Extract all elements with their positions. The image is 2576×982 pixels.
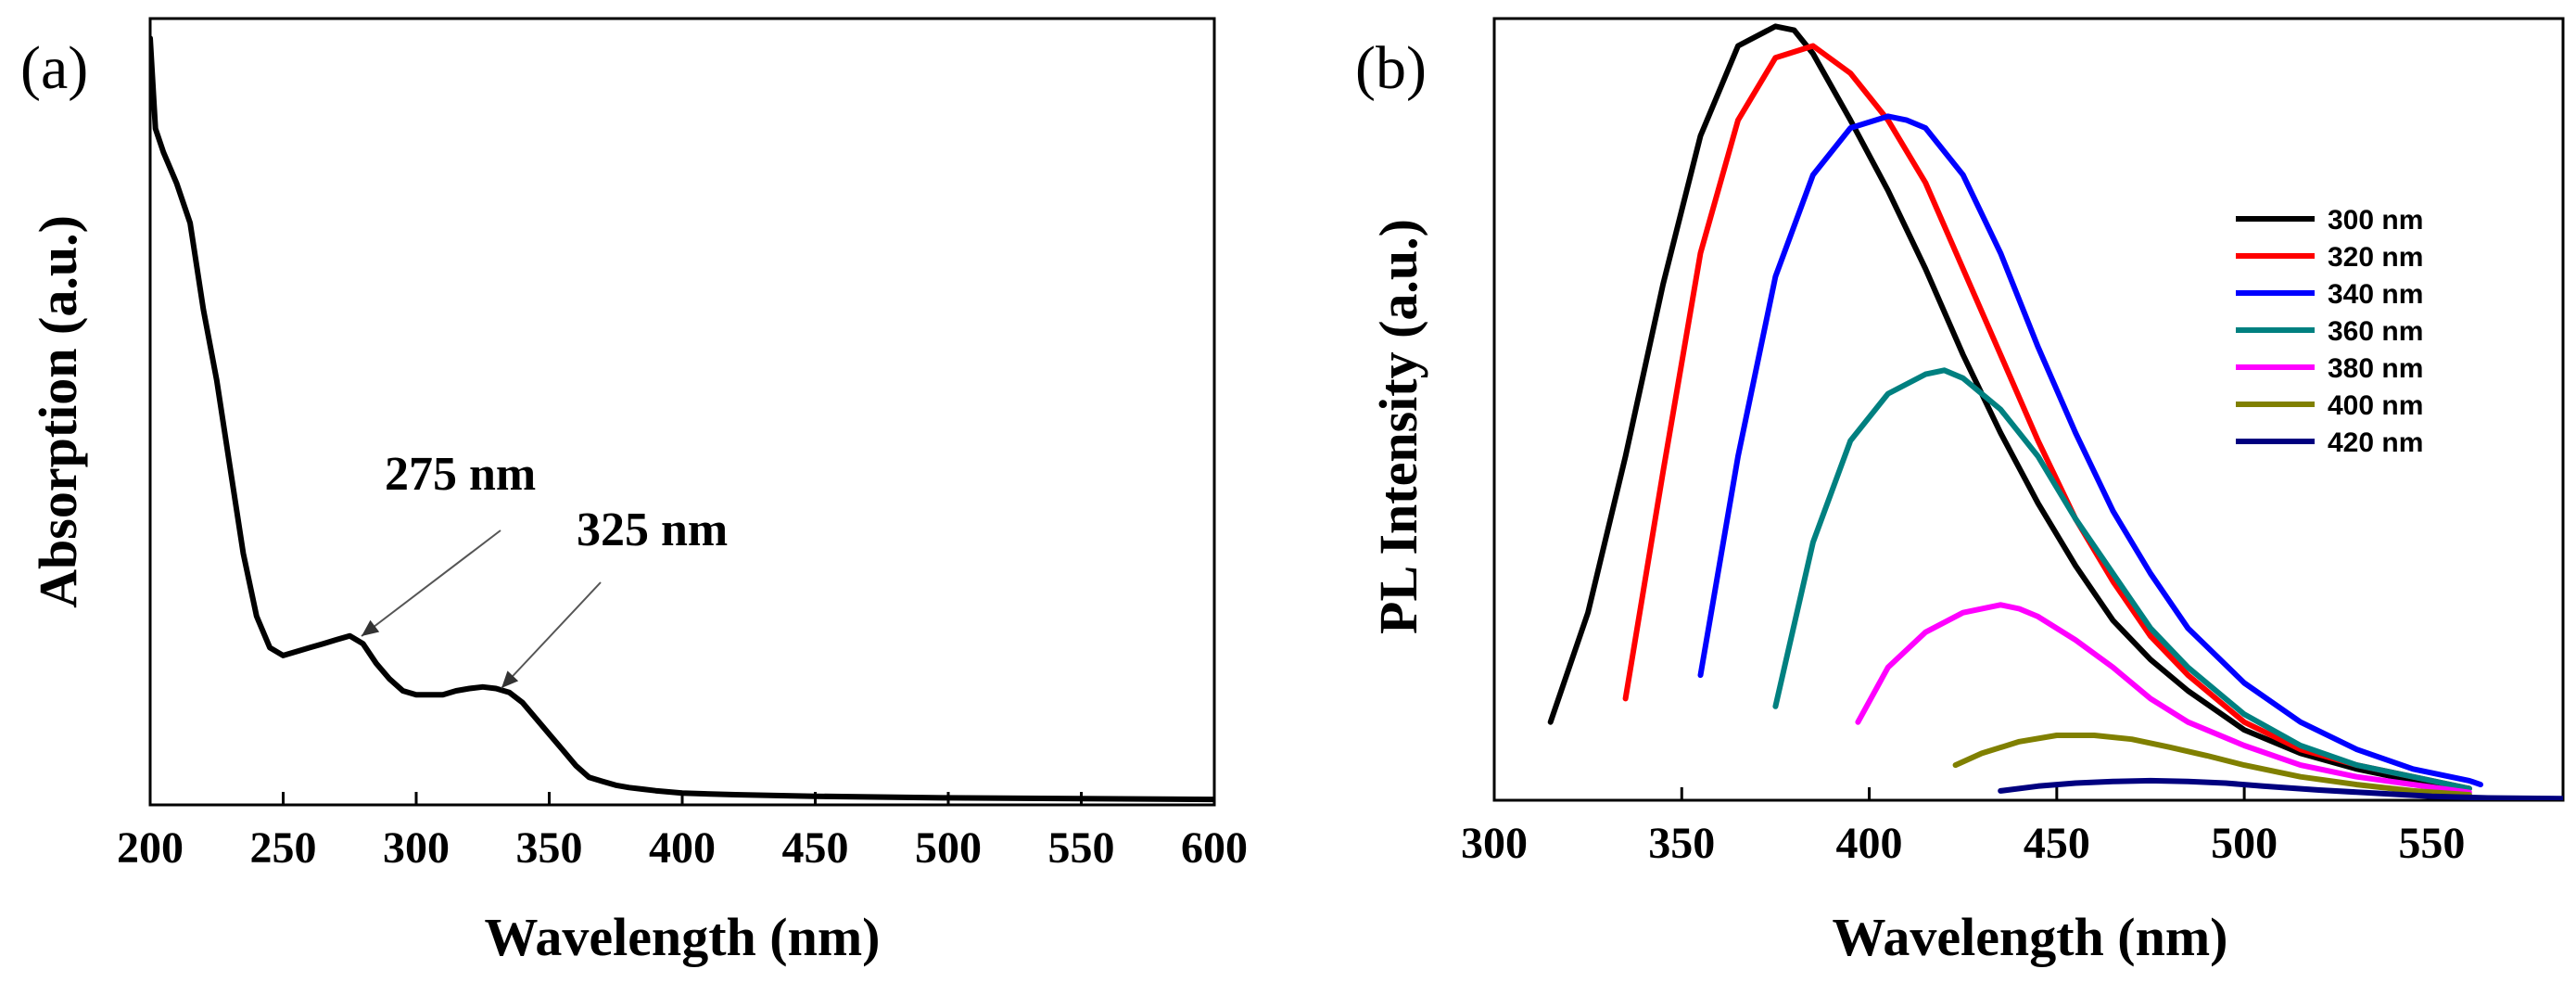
x-tick-label: 450	[2024, 819, 2090, 868]
annotation-arrow-line	[361, 529, 501, 637]
panel-label: (b)	[1355, 34, 1427, 102]
y-axis-title: PL Intensity (a.u.)	[1368, 219, 1428, 634]
series-line-360-nm	[1772, 367, 2472, 792]
series-line-420-nm	[1998, 777, 2563, 800]
annotation-arrow-head	[501, 670, 519, 688]
plot-frame	[148, 17, 1216, 807]
x-tick-label: 500	[2211, 819, 2278, 868]
x-axis-title: Wavelength (nm)	[485, 907, 881, 967]
x-tick-label: 550	[1048, 823, 1115, 873]
legend-label: 300 nm	[2328, 205, 2423, 236]
x-tick-label: 300	[383, 823, 450, 873]
panel-label: (a)	[20, 34, 88, 102]
series-line-absorption	[150, 35, 1214, 803]
x-tick-label: 200	[117, 823, 184, 873]
panel-b-pl-chart: (b) 300 350 400 450 500 550 Wavelength (nm) PL I…	[1355, 17, 2565, 967]
x-tick-label: 400	[649, 823, 716, 873]
x-tick-label: 500	[915, 823, 982, 873]
annotation-arrow-head	[362, 619, 380, 636]
legend-label: 380 nm	[2328, 353, 2423, 384]
series-line-380-nm	[1855, 602, 2472, 796]
legend-label: 340 nm	[2328, 279, 2423, 310]
x-axis-title: Wavelength (nm)	[1833, 907, 2228, 967]
x-tick-label: 400	[1836, 819, 1903, 868]
x-tick-label: 350	[516, 823, 583, 873]
x-tick-label: 450	[782, 823, 849, 873]
annotation-label: 275 nm	[385, 448, 536, 501]
legend-label: 320 nm	[2328, 242, 2423, 273]
annotation-label: 325 nm	[577, 504, 728, 556]
series-line-320-nm	[1622, 43, 2472, 792]
y-axis-title: Absorption (a.u.)	[28, 215, 88, 608]
legend-label: 400 nm	[2328, 390, 2423, 421]
series-line-400-nm	[1952, 733, 2472, 798]
plot-frame	[1492, 17, 2565, 802]
legend-label: 420 nm	[2328, 427, 2423, 458]
x-tick-label: 350	[1648, 819, 1715, 868]
x-tick-label: 600	[1181, 823, 1248, 873]
legend: 300 nm 320 nm 340 nm 360 nm 380 nm 400 nm 420 …	[2236, 205, 2423, 458]
legend-label: 360 nm	[2328, 316, 2423, 347]
series-line-340-nm	[1697, 113, 2483, 788]
x-tick-label: 300	[1461, 819, 1528, 868]
x-tick-label: 250	[250, 823, 317, 873]
x-tick-label: 550	[2398, 819, 2465, 868]
annotation-arrow-line	[501, 581, 602, 689]
panel-a-absorption-chart: (a) 200 250 300 350 400 450 500 550 600 Wavelength…	[20, 17, 1248, 967]
series-line-300-nm	[1547, 23, 2472, 792]
